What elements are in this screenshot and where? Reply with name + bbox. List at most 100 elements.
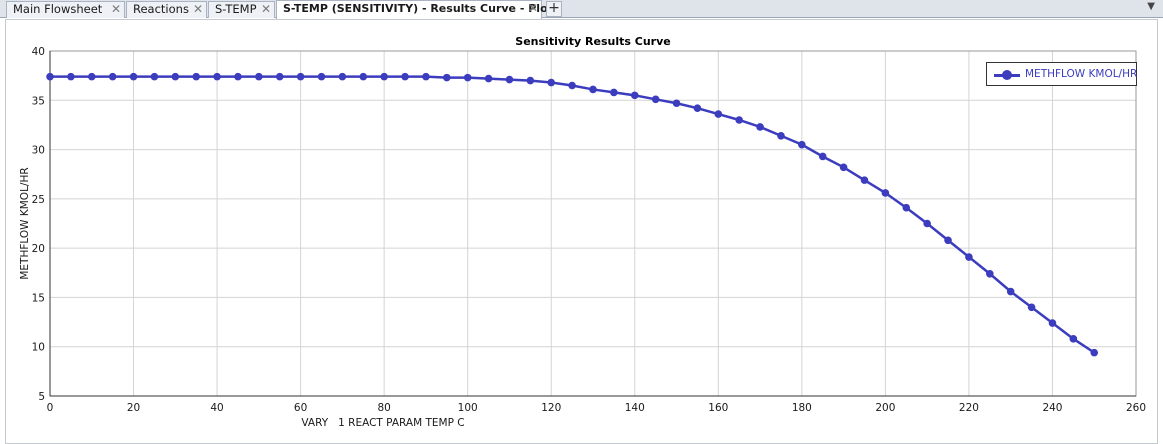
- tab-bar: Main Flowsheet ✕ Reactions ✕ S-TEMP ✕ S-…: [0, 0, 1163, 19]
- series-layer: [46, 72, 1099, 357]
- y-tick-label: 30: [32, 145, 45, 157]
- data-point: [526, 76, 535, 85]
- data-point: [777, 131, 785, 140]
- data-point: [505, 75, 514, 84]
- close-icon[interactable]: ✕: [192, 2, 203, 16]
- series-line: [50, 75, 1095, 354]
- x-tick-label: 100: [458, 402, 478, 414]
- data-point: [1006, 287, 1015, 296]
- x-tick-label: 200: [875, 402, 895, 414]
- data-point: [568, 81, 576, 90]
- data-point: [735, 116, 743, 124]
- chevron-down-icon[interactable]: ▼: [1147, 1, 1155, 12]
- plot-area-border: [49, 50, 1137, 397]
- data-point: [484, 74, 493, 83]
- tab-label: S-TEMP (SENSITIVITY) - Results Curve - P…: [283, 2, 553, 15]
- data-point: [547, 78, 556, 87]
- data-point: [923, 219, 931, 228]
- data-point: [986, 269, 994, 278]
- x-axis-label: VARY 1 REACT PARAM TEMP C: [301, 417, 464, 429]
- axes: 0 20 40 60 80 100 120 140 160 180 200 220 240 260 5 10 1…: [32, 46, 1146, 414]
- x-tick-label: 0: [47, 402, 54, 414]
- y-axis-label: METHFLOW KMOL/HR: [19, 167, 31, 279]
- data-point: [965, 253, 973, 261]
- x-tick-label: 220: [959, 402, 979, 414]
- data-point: [108, 72, 117, 81]
- data-point: [443, 73, 451, 82]
- chart-title: Sensitivity Results Curve: [515, 35, 670, 48]
- data-point: [1069, 335, 1078, 343]
- data-point: [192, 72, 200, 81]
- data-point: [589, 85, 597, 94]
- legend-label: METHFLOW KMOL/HR: [1025, 68, 1138, 80]
- data-point: [818, 152, 827, 161]
- data-point: [338, 72, 347, 81]
- x-tick-label: 40: [210, 402, 223, 414]
- data-point: [1090, 348, 1099, 357]
- plot-frame: [5, 19, 1158, 444]
- data-point: [380, 72, 388, 81]
- data-point: [756, 123, 764, 131]
- x-tick-label: 80: [377, 402, 390, 414]
- data-point: [213, 72, 221, 81]
- y-tick-label: 15: [32, 292, 45, 304]
- tab-label: S-TEMP: [215, 2, 257, 16]
- x-tick-label: 160: [708, 402, 728, 414]
- data-point: [693, 104, 702, 112]
- data-point: [255, 72, 263, 81]
- data-point: [463, 73, 472, 82]
- legend-marker: [1002, 70, 1012, 80]
- data-point: [46, 72, 54, 81]
- data-point: [1048, 319, 1057, 327]
- data-point: [422, 72, 430, 81]
- data-point: [860, 176, 869, 184]
- legend: METHFLOW KMOL/HR: [986, 62, 1137, 86]
- y-tick-label: 25: [32, 194, 45, 206]
- tab-label: Reactions: [133, 2, 189, 16]
- data-point: [234, 72, 242, 81]
- x-tick-label: 140: [625, 402, 645, 414]
- data-point: [150, 72, 159, 81]
- data-point: [171, 72, 180, 81]
- add-tab-button[interactable]: +: [546, 1, 562, 17]
- tab-main-flowsheet[interactable]: Main Flowsheet ✕: [6, 1, 125, 18]
- close-icon[interactable]: ✕: [527, 1, 538, 15]
- data-point: [67, 72, 75, 81]
- tab-s-temp[interactable]: S-TEMP ✕: [208, 1, 275, 18]
- data-point: [630, 91, 639, 100]
- data-point: [798, 140, 806, 149]
- data-point: [275, 72, 284, 81]
- x-tick-label: 180: [792, 402, 812, 414]
- data-point: [401, 72, 409, 81]
- data-point: [317, 72, 326, 81]
- y-tick-label: 5: [38, 391, 45, 403]
- y-tick-label: 20: [32, 243, 45, 255]
- data-point: [651, 95, 660, 104]
- data-point: [944, 236, 952, 245]
- x-tick-label: 120: [541, 402, 561, 414]
- data-point: [839, 163, 848, 172]
- data-point: [672, 99, 681, 108]
- tab-s-temp-sensitivity-plot[interactable]: S-TEMP (SENSITIVITY) - Results Curve - P…: [276, 0, 553, 19]
- data-point: [714, 110, 723, 118]
- data-point: [881, 189, 890, 197]
- x-tick-label: 260: [1126, 402, 1146, 414]
- data-point: [87, 72, 96, 81]
- data-point: [296, 72, 305, 81]
- y-tick-label: 40: [32, 46, 45, 58]
- y-tick-label: 10: [32, 342, 45, 354]
- data-point: [1027, 303, 1036, 312]
- data-point: [129, 72, 138, 81]
- tab-label: Main Flowsheet: [13, 2, 103, 16]
- x-tick-label: 240: [1042, 402, 1062, 414]
- tab-reactions[interactable]: Reactions ✕: [126, 1, 207, 18]
- data-point: [902, 203, 911, 212]
- x-tick-label: 20: [127, 402, 140, 414]
- close-icon[interactable]: ✕: [260, 2, 271, 16]
- grid: [49, 50, 1137, 397]
- close-icon[interactable]: ✕: [110, 2, 121, 16]
- x-tick-label: 60: [294, 402, 307, 414]
- data-point: [610, 88, 618, 97]
- data-point: [359, 72, 368, 81]
